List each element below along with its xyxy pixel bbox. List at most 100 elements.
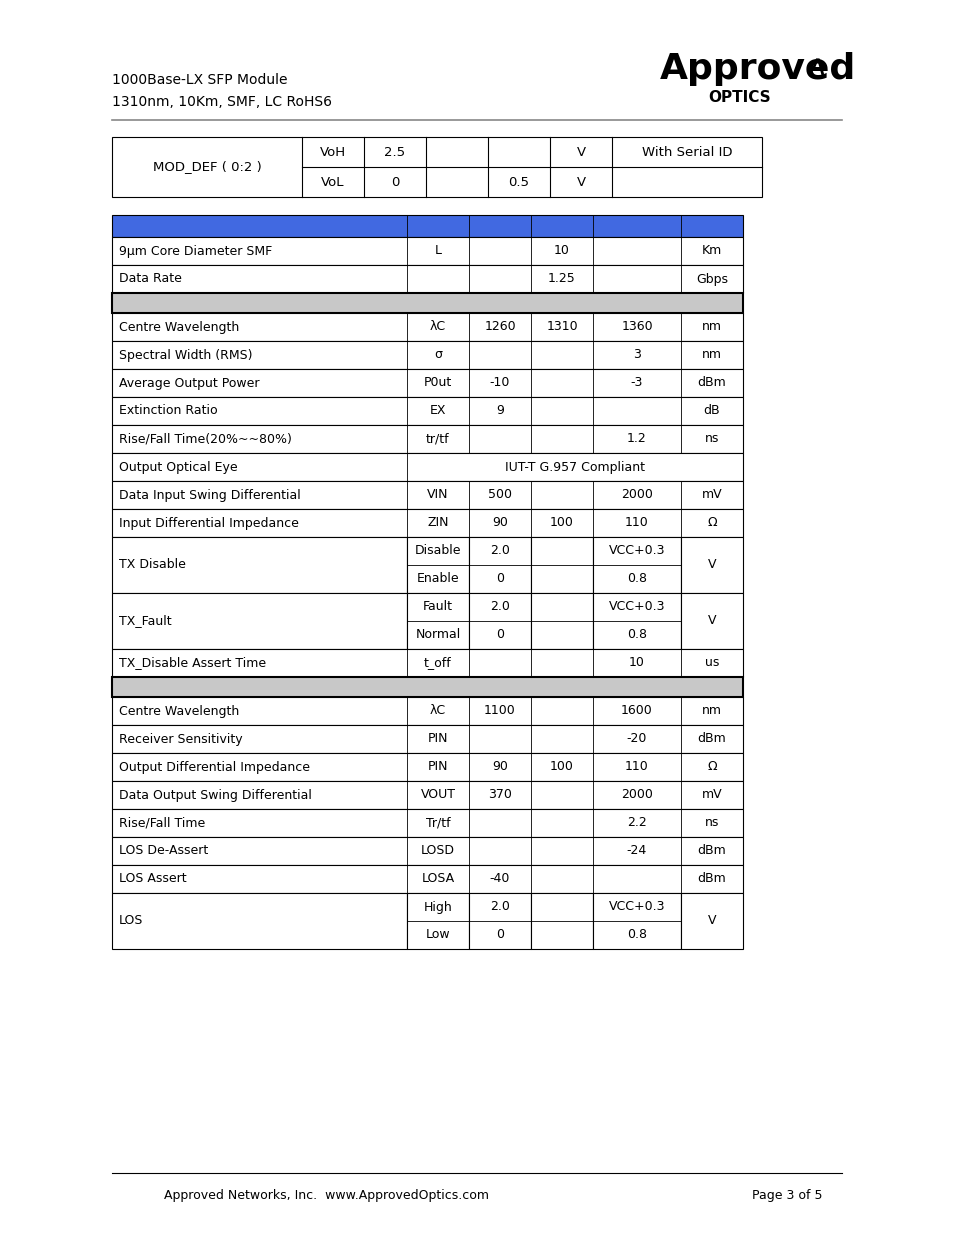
Text: 0.8: 0.8	[626, 573, 646, 585]
Bar	[112, 650, 742, 677]
Text: 2.0: 2.0	[490, 545, 510, 557]
Text: 90: 90	[492, 516, 507, 530]
Text: 0: 0	[496, 573, 503, 585]
Bar	[531, 593, 593, 650]
Text: 100: 100	[550, 761, 574, 773]
Text: 2.0: 2.0	[490, 900, 510, 914]
Bar	[112, 266, 742, 293]
Text: Data Rate: Data Rate	[119, 273, 182, 285]
Text: λC: λC	[430, 704, 446, 718]
Text: Rise/Fall Time(20%~~80%): Rise/Fall Time(20%~~80%)	[119, 432, 292, 446]
Text: MOD_DEF ( 0:2 ): MOD_DEF ( 0:2 )	[152, 161, 261, 173]
Text: EX: EX	[429, 405, 446, 417]
Text: Data Output Swing Differential: Data Output Swing Differential	[119, 788, 312, 802]
Text: Low: Low	[425, 929, 450, 941]
Bar	[112, 677, 742, 697]
Text: nm: nm	[701, 321, 721, 333]
Text: λC: λC	[430, 321, 446, 333]
Text: 3: 3	[633, 348, 640, 362]
Text: t_off: t_off	[424, 657, 452, 669]
Text: dBm: dBm	[697, 845, 725, 857]
Text: 1360: 1360	[620, 321, 652, 333]
Bar	[680, 537, 742, 593]
Bar	[469, 537, 531, 593]
Bar	[112, 215, 742, 237]
Bar	[112, 369, 742, 396]
Text: us: us	[704, 657, 719, 669]
Bar	[407, 537, 469, 593]
Text: 0: 0	[391, 175, 398, 189]
Text: nm: nm	[701, 348, 721, 362]
Text: Approved: Approved	[659, 52, 856, 86]
Text: tr/tf: tr/tf	[426, 432, 450, 446]
Text: LOS De-Assert: LOS De-Assert	[119, 845, 208, 857]
Text: ns: ns	[704, 816, 719, 830]
Text: mV: mV	[701, 788, 721, 802]
Bar	[112, 396, 742, 425]
Text: VCC+0.3: VCC+0.3	[608, 600, 664, 614]
Text: Input Differential Impedance: Input Differential Impedance	[119, 516, 298, 530]
Bar	[112, 864, 742, 893]
Text: Page 3 of 5: Page 3 of 5	[751, 1188, 821, 1202]
Text: Fault: Fault	[422, 600, 453, 614]
Text: mV: mV	[701, 489, 721, 501]
Text: 9: 9	[496, 405, 503, 417]
Text: VIN: VIN	[427, 489, 448, 501]
Text: 9μm Core Diameter SMF: 9μm Core Diameter SMF	[119, 245, 272, 258]
Text: V: V	[707, 914, 716, 927]
Text: TX_Disable Assert Time: TX_Disable Assert Time	[119, 657, 266, 669]
Text: LOSD: LOSD	[420, 845, 455, 857]
Text: VCC+0.3: VCC+0.3	[608, 900, 664, 914]
Text: P0ut: P0ut	[423, 377, 452, 389]
Bar	[112, 753, 742, 781]
Text: 2000: 2000	[620, 788, 652, 802]
Text: Approved Networks, Inc.  www.ApprovedOptics.com: Approved Networks, Inc. www.ApprovedOpti…	[164, 1188, 489, 1202]
Bar	[112, 893, 407, 948]
Text: ZIN: ZIN	[427, 516, 448, 530]
Text: Data Input Swing Differential: Data Input Swing Differential	[119, 489, 300, 501]
Text: Output Differential Impedance: Output Differential Impedance	[119, 761, 310, 773]
Text: -10: -10	[489, 377, 510, 389]
Text: -3: -3	[630, 377, 642, 389]
Text: TX Disable: TX Disable	[119, 558, 186, 572]
Text: 1310nm, 10Km, SMF, LC RoHS6: 1310nm, 10Km, SMF, LC RoHS6	[112, 95, 332, 109]
Bar	[112, 593, 407, 650]
Text: 10: 10	[628, 657, 644, 669]
Text: Tr/tf: Tr/tf	[425, 816, 450, 830]
Text: Average Output Power: Average Output Power	[119, 377, 259, 389]
Bar	[112, 237, 742, 266]
Text: LOS: LOS	[119, 914, 143, 927]
Text: V: V	[576, 175, 585, 189]
Text: 0: 0	[496, 929, 503, 941]
Text: Rise/Fall Time: Rise/Fall Time	[119, 816, 205, 830]
Bar	[680, 893, 742, 948]
Text: 370: 370	[488, 788, 512, 802]
Text: 0.8: 0.8	[626, 929, 646, 941]
Text: 1100: 1100	[483, 704, 516, 718]
Bar	[112, 312, 742, 341]
Bar	[531, 537, 593, 593]
Text: VOUT: VOUT	[420, 788, 455, 802]
Text: nm: nm	[701, 704, 721, 718]
Bar	[112, 837, 742, 864]
Text: ns: ns	[704, 432, 719, 446]
Text: IUT-T G.957 Compliant: IUT-T G.957 Compliant	[504, 461, 644, 473]
Text: Ω: Ω	[706, 516, 716, 530]
Bar	[112, 781, 742, 809]
Text: dBm: dBm	[697, 872, 725, 885]
Bar	[112, 480, 742, 509]
Text: PIN: PIN	[427, 732, 448, 746]
Text: Normal: Normal	[415, 629, 460, 641]
Text: L: L	[434, 245, 441, 258]
Text: V: V	[707, 615, 716, 627]
Bar	[112, 293, 742, 312]
Text: 0.8: 0.8	[626, 629, 646, 641]
Text: PIN: PIN	[427, 761, 448, 773]
Text: dB: dB	[703, 405, 720, 417]
Text: dBm: dBm	[697, 377, 725, 389]
Text: 500: 500	[488, 489, 512, 501]
Text: Ω: Ω	[706, 761, 716, 773]
Text: With Serial ID: With Serial ID	[641, 146, 732, 158]
Bar	[112, 809, 742, 837]
Text: 0.5: 0.5	[508, 175, 529, 189]
